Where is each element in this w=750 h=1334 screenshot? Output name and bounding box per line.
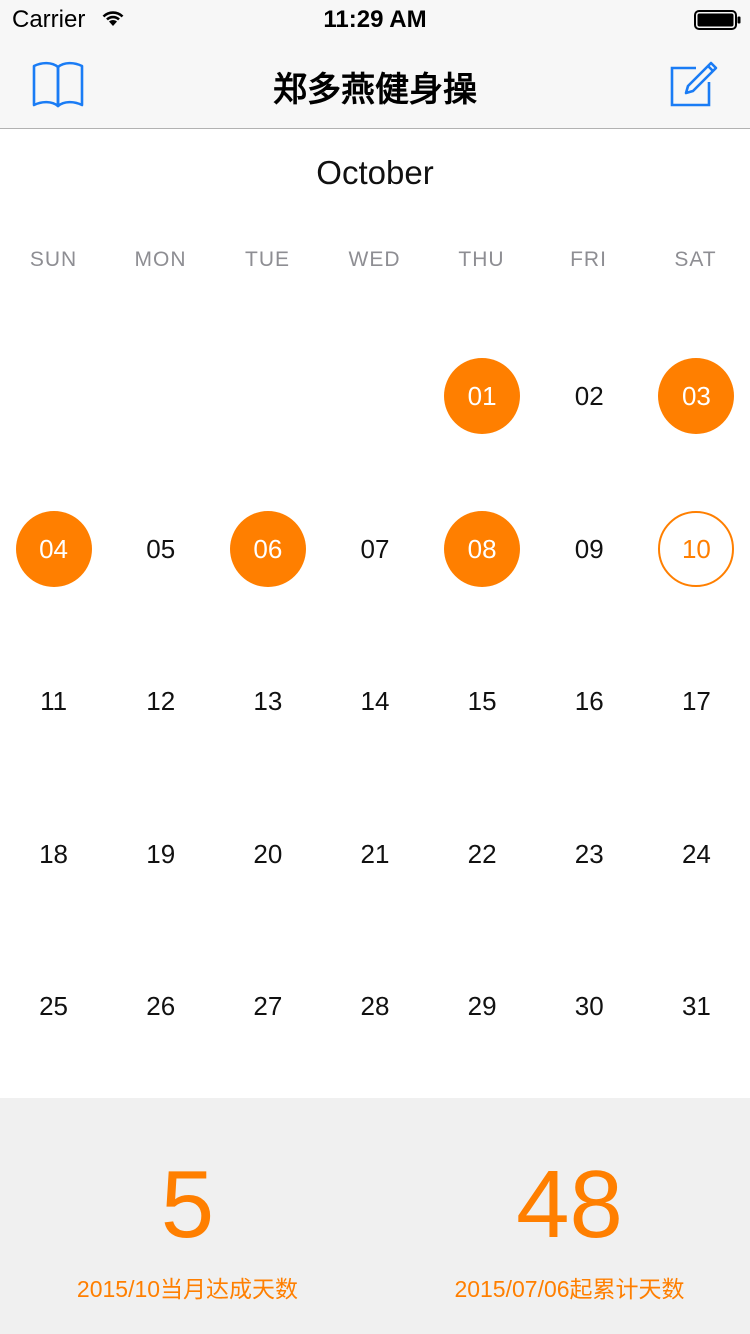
calendar-day[interactable]: 16 <box>574 686 604 716</box>
calendar-day[interactable]: 07 <box>360 533 390 564</box>
calendar-day[interactable]: 20 <box>253 838 283 869</box>
calendar-day[interactable]: 15 <box>467 686 497 716</box>
calendar-day[interactable]: 28 <box>360 991 390 1021</box>
calendar-day[interactable]: 22 <box>467 838 497 869</box>
calendar-day[interactable]: 12 <box>146 686 176 716</box>
calendar-day[interactable]: 27 <box>253 991 283 1021</box>
book-button[interactable] <box>30 56 86 112</box>
calendar-day[interactable]: 18 <box>39 838 69 869</box>
calendar-day[interactable]: 23 <box>574 838 604 869</box>
calendar-day[interactable]: 29 <box>467 991 497 1021</box>
weekday-label: MON <box>134 248 187 271</box>
calendar-day[interactable]: 03 <box>658 358 735 434</box>
month-count-label: 2015/10当月达成天数 <box>76 1276 299 1302</box>
calendar-day[interactable]: 05 <box>146 533 176 564</box>
weekday-label: THU <box>458 248 505 271</box>
status-time: 11:29 AM <box>323 6 427 33</box>
weekday-header: SUN MON TUE WED THU FRI SAT <box>0 248 750 278</box>
stats-panel: 5 2015/10当月达成天数 48 2015/07/06起累计天数 <box>0 1098 750 1334</box>
calendar-day[interactable]: 02 <box>574 381 604 411</box>
carrier-label: Carrier <box>12 6 86 33</box>
calendar-day[interactable]: 08 <box>444 510 521 587</box>
weekday-label: TUE <box>245 248 290 271</box>
month-title: October <box>316 154 434 191</box>
page-title: 郑多燕健身操 <box>273 71 477 109</box>
calendar-day[interactable]: 10 <box>658 510 735 587</box>
calendar-day[interactable]: 24 <box>681 838 711 869</box>
calendar-day[interactable]: 13 <box>253 686 283 716</box>
calendar-day[interactable]: 30 <box>574 991 604 1021</box>
compose-icon <box>670 61 718 107</box>
calendar-grid: 01 02 03 04 05 06 07 08 09 10 11 12 13 14 15 16 17 18 19 20… <box>0 320 750 1080</box>
book-icon <box>32 61 84 108</box>
calendar-day[interactable]: 11 <box>40 686 68 716</box>
weekday-label: SUN <box>29 248 78 271</box>
calendar-day[interactable]: 26 <box>146 991 176 1021</box>
wifi-icon <box>100 8 126 33</box>
calendar-day[interactable]: 04 <box>15 510 92 587</box>
weekday-label: FRI <box>570 248 607 271</box>
calendar-day[interactable]: 21 <box>360 838 390 869</box>
total-count: 48 <box>516 1151 623 1258</box>
weekday-label: WED <box>348 248 401 271</box>
calendar-day[interactable]: 17 <box>681 686 711 716</box>
weekday-label: SAT <box>674 248 717 271</box>
calendar-day[interactable]: 14 <box>360 686 390 716</box>
calendar-day[interactable]: 19 <box>146 838 176 869</box>
calendar-day[interactable]: 09 <box>574 533 604 564</box>
month-count: 5 <box>160 1151 215 1258</box>
total-count-label: 2015/07/06起累计天数 <box>454 1276 685 1302</box>
calendar-day[interactable]: 06 <box>229 510 306 587</box>
calendar-day[interactable]: 25 <box>39 991 69 1021</box>
compose-button[interactable] <box>666 56 722 112</box>
calendar-day[interactable]: 01 <box>444 358 521 434</box>
navigation-bar: 郑多燕健身操 <box>0 40 750 129</box>
battery-icon <box>694 10 741 30</box>
calendar-day[interactable]: 31 <box>681 991 711 1021</box>
status-bar: Carrier 11:29 AM <box>0 0 750 40</box>
